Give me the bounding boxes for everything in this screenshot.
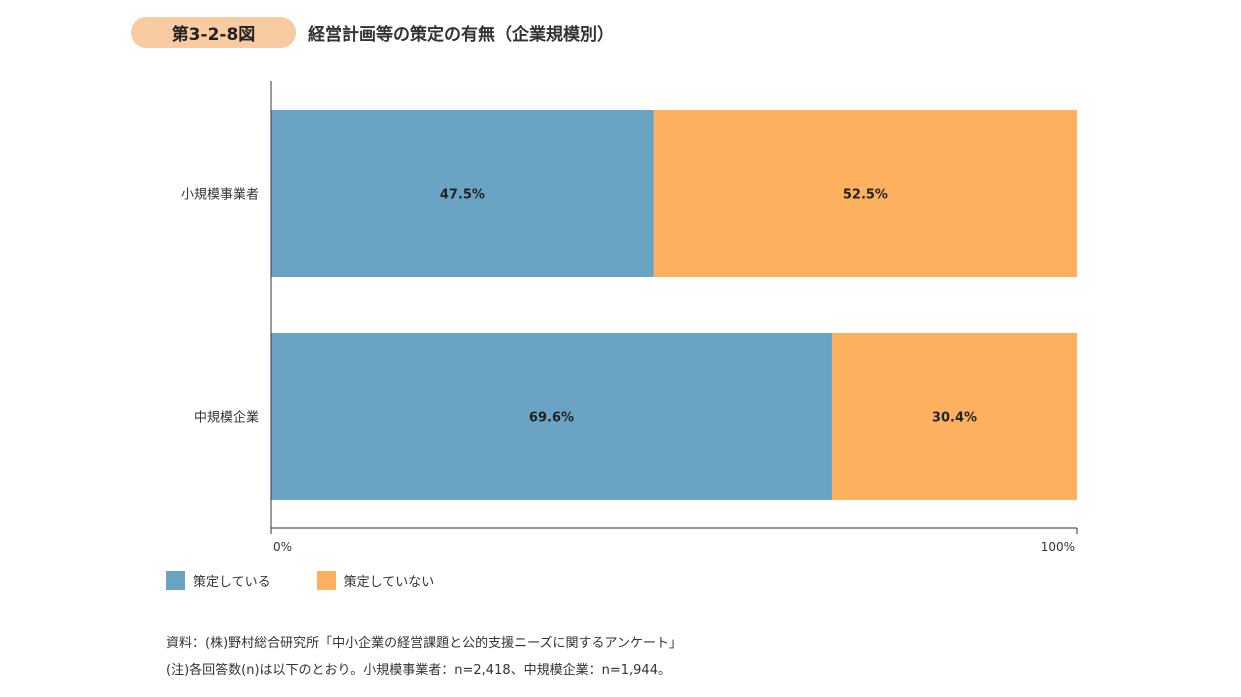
category-label-1: 中規模企業 [194, 410, 259, 426]
chart-legend: 策定している 策定していない [166, 571, 480, 590]
source-note: 資料：(株)野村総合研究所「中小企業の経営課題と公的支援ニーズに関するアンケート… [166, 636, 682, 651]
legend-label-planned: 策定している [193, 575, 271, 590]
bar-1-0 [271, 333, 832, 500]
figure-header: 第3-2-8図 経営計画等の策定の有無（企業規模別） [131, 17, 614, 48]
figure-number-badge: 第3-2-8図 [131, 17, 296, 48]
category-label-0: 小規模事業者 [181, 187, 259, 203]
sample-size-note: (注)各回答数(n)は以下のとおり。小規模事業者：n=2,418、中規模企業：n… [166, 663, 671, 678]
data-label-0-1: 52.5% [843, 188, 888, 203]
chart-notes: 資料：(株)野村総合研究所「中小企業の経営課題と公的支援ニーズに関するアンケート… [166, 630, 682, 684]
x-tick-label-0: 0% [273, 540, 292, 554]
bar-0-0 [271, 110, 654, 277]
legend-label-not-planned: 策定していない [343, 575, 435, 590]
data-label-1-1: 30.4% [932, 411, 977, 426]
legend-swatch-not-planned [316, 571, 336, 590]
bar-1-1 [831, 333, 1077, 500]
x-tick-label-1: 100% [1041, 540, 1075, 554]
legend-item-planned: 策定している [166, 571, 271, 590]
legend-item-not-planned: 策定していない [316, 571, 435, 590]
chart-title: 経営計画等の策定の有無（企業規模別） [308, 25, 614, 45]
bar-0-1 [653, 110, 1077, 277]
data-label-1-0: 69.6% [529, 411, 574, 426]
legend-swatch-planned [166, 571, 185, 590]
data-label-0-0: 47.5% [440, 188, 485, 203]
